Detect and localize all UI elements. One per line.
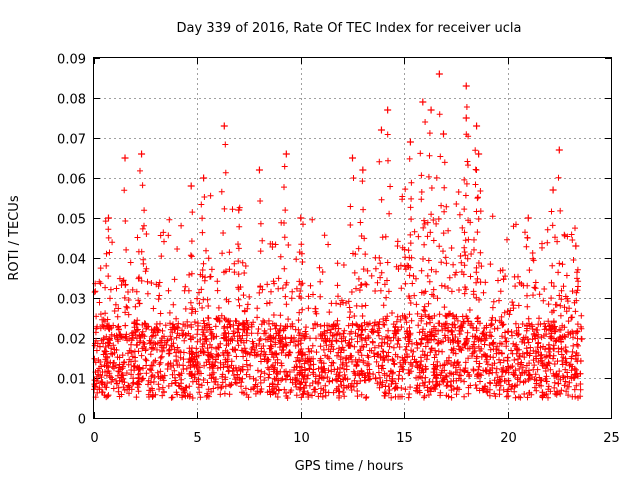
data-point-18 [255, 166, 263, 174]
data-point-3 [384, 106, 392, 114]
data-point-6 [419, 98, 427, 106]
data-point-20 [104, 214, 112, 222]
data-points [91, 70, 585, 401]
data-point-14 [406, 138, 414, 146]
data-point-26 [235, 206, 243, 214]
x-tick-label: 15 [396, 431, 413, 446]
data-point-17 [200, 174, 208, 182]
x-tick-label: 10 [293, 431, 310, 446]
data-point-8 [473, 122, 481, 130]
data-point-10 [138, 150, 146, 158]
data-point-7 [427, 106, 435, 114]
chart-title: Day 339 of 2016, Rate Of TEC Index for r… [177, 21, 522, 36]
data-point-13 [349, 154, 356, 162]
x-tick-label: 20 [500, 431, 517, 446]
y-tick-label: 0.03 [57, 293, 86, 308]
y-tick-label: 0.09 [57, 53, 86, 68]
data-point-9 [282, 150, 290, 158]
data-point-23 [297, 214, 305, 222]
data-point-4 [377, 126, 385, 134]
y-tick-label: 0 [78, 413, 86, 428]
data-point-11 [121, 154, 129, 162]
y-axis-label: ROTI / TECUs [7, 195, 22, 280]
plot-frame [93, 57, 612, 419]
x-axis-label: GPS time / hours [295, 459, 404, 474]
data-point-22 [359, 166, 367, 174]
data-point-25 [524, 214, 532, 222]
x-tick-label: 5 [193, 431, 201, 446]
data-point-0 [435, 70, 443, 78]
y-tick-label: 0.08 [57, 93, 86, 108]
y-tick-label: 0.04 [57, 253, 86, 268]
x-axis-ticks: 0 5 10 15 20 25 [90, 58, 620, 446]
data-point-15 [439, 130, 447, 138]
data-point-1 [462, 82, 470, 90]
data-point-5 [220, 122, 228, 130]
x-tick-label: 25 [603, 431, 620, 446]
x-tick-label: 0 [90, 431, 98, 446]
data-point-21 [549, 186, 557, 194]
data-point-16 [475, 150, 483, 158]
y-axis-ticks: 0 0.01 0.02 0.03 0.04 0.05 0.06 0.07 0.08 0.09 [57, 53, 611, 428]
y-tick-label: 0.02 [57, 333, 86, 348]
y-tick-label: 0.06 [57, 173, 86, 188]
y-tick-label: 0.05 [57, 213, 86, 228]
y-tick-label: 0.07 [57, 133, 86, 148]
data-point-24 [572, 242, 580, 250]
y-tick-label: 0.01 [57, 373, 86, 388]
scatter-markers [91, 104, 585, 401]
data-point-12 [555, 146, 563, 154]
data-point-2 [462, 114, 470, 122]
data-point-19 [187, 182, 195, 190]
